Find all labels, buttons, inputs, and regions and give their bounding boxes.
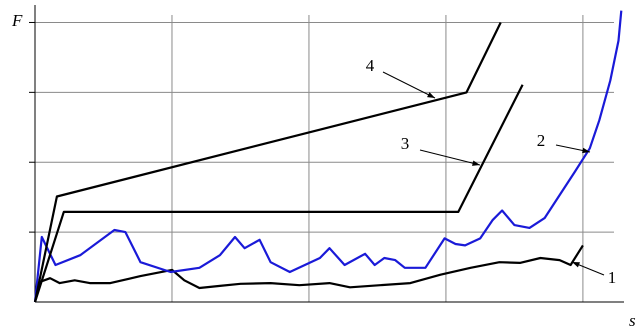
data-line xyxy=(33,22,502,303)
arrow-head xyxy=(572,262,580,268)
x-axis-label: s xyxy=(629,311,636,330)
label-arrow xyxy=(382,71,436,99)
data-line xyxy=(33,10,623,303)
data-line xyxy=(33,84,524,303)
label-arrow xyxy=(419,149,481,166)
arrow-head xyxy=(582,147,590,154)
arrow-head xyxy=(472,160,480,166)
data-line xyxy=(33,244,584,303)
arrow-head xyxy=(427,92,435,98)
curve-label: 1 xyxy=(608,268,617,287)
curve-label: 4 xyxy=(366,56,375,75)
curve-label: 2 xyxy=(537,131,546,150)
y-axis-label: F xyxy=(11,11,23,30)
curve-label: 3 xyxy=(401,134,410,153)
